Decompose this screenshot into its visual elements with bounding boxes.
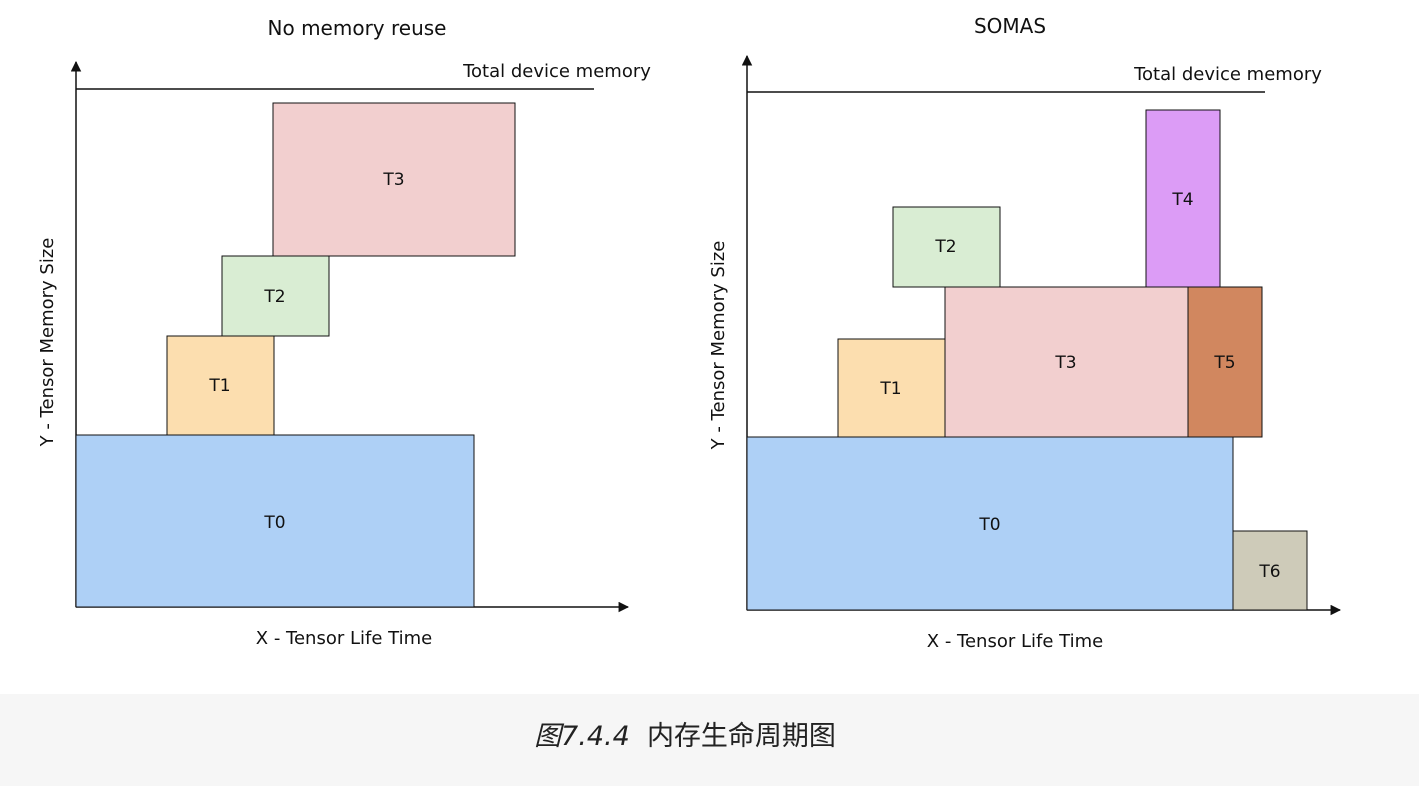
tensor-label: T6	[1258, 562, 1280, 582]
tensor-block-t3: T3	[272, 102, 516, 257]
tensor-label: T3	[1054, 353, 1076, 373]
tensor-label: T5	[1213, 353, 1235, 373]
tensor-rect	[892, 206, 1001, 288]
tensor-rect	[1145, 109, 1221, 288]
tensor-rect	[166, 335, 275, 436]
tensor-label: T3	[382, 170, 404, 190]
caption-text: 内存生命周期图	[646, 721, 836, 752]
panel-title: No memory reuse	[268, 16, 447, 40]
panel-no-memory-reuse: No memory reuse Total device memory T0 T…	[37, 16, 651, 649]
tensor-block-t1: T1	[837, 338, 946, 438]
panel-somas: SOMAS Total device memory T0 T1 T2 T3	[708, 14, 1342, 652]
figure-area: No memory reuse Total device memory T0 T…	[37, 14, 1342, 652]
tensor-block-t4: T4	[1145, 109, 1221, 288]
tensor-rect	[944, 286, 1189, 438]
tensor-rect	[746, 436, 1234, 611]
caption-number: 图7.4.4	[534, 721, 630, 752]
tensor-block-t1: T1	[166, 335, 275, 436]
tensor-label: T2	[263, 287, 285, 307]
tensor-rect	[75, 434, 475, 608]
tensor-label: T0	[978, 515, 1000, 535]
tensor-block-t6: T6	[1232, 530, 1308, 611]
tensor-label: T1	[879, 379, 901, 399]
total-memory-label: Total device memory	[1133, 64, 1322, 85]
memory-lifetime-diagram: No memory reuse Total device memory T0 T…	[37, 14, 1342, 652]
tensor-rect	[221, 255, 330, 337]
y-axis-label: Y - Tensor Memory Size	[708, 241, 729, 451]
x-axis-label: X - Tensor Life Time	[256, 628, 432, 649]
tensor-label: T1	[208, 376, 230, 396]
tensor-label: T2	[934, 237, 956, 257]
y-axis-label: Y - Tensor Memory Size	[37, 238, 58, 448]
tensor-block-t0: T0	[75, 434, 475, 608]
caption-band	[0, 694, 1419, 786]
panel-title: SOMAS	[974, 14, 1046, 38]
tensor-rect	[837, 338, 946, 438]
tensor-block-t2: T2	[221, 255, 330, 337]
figure-caption: 图7.4.4 内存生命周期图	[0, 723, 1370, 750]
x-axis-label: X - Tensor Life Time	[927, 631, 1103, 652]
tensor-rect	[1232, 530, 1308, 611]
tensor-block-t5: T5	[1187, 286, 1263, 438]
tensor-label: T0	[263, 513, 285, 533]
tensor-rect	[272, 102, 516, 257]
total-memory-label: Total device memory	[462, 61, 651, 82]
tensor-block-t2: T2	[892, 206, 1001, 288]
tensor-label: T4	[1171, 190, 1193, 210]
tensor-rect	[1187, 286, 1263, 438]
tensor-block-t3: T3	[944, 286, 1189, 438]
tensor-block-t0: T0	[746, 436, 1234, 611]
